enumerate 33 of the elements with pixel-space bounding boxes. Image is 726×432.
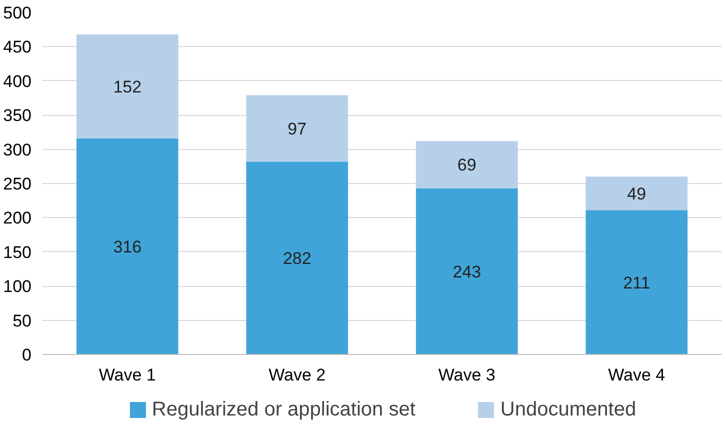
x-tick-label: Wave 3 [438,366,496,384]
data-label: 152 [113,77,142,96]
y-tick-label: 0 [22,346,32,364]
data-label: 211 [623,273,650,292]
bar [76,34,178,138]
bar [586,210,688,354]
y-tick-label: 50 [12,311,32,330]
bar [246,95,348,162]
data-label: 243 [452,262,482,282]
x-tick-label: Wave 2 [268,366,326,384]
legend-label: Undocumented [500,398,636,421]
data-label: 97 [288,119,307,138]
y-tick-label: 250 [3,174,32,194]
data-label: 316 [113,237,142,256]
bar [416,141,518,188]
data-label: 49 [627,184,646,204]
x-tick-label: Wave 1 [98,366,156,384]
bar [416,188,518,354]
x-tick-label: Wave 4 [608,366,666,384]
data-label: 282 [282,249,312,268]
y-tick-label: 450 [3,38,32,57]
y-tick-label: 400 [3,72,32,91]
legend-label: Regularized or application set [152,398,416,421]
y-tick-label: 350 [3,106,32,126]
data-label: 69 [457,156,476,175]
y-tick-label: 150 [3,242,32,262]
bar [586,176,688,210]
bar [246,162,348,354]
bar [76,138,178,354]
y-tick-label: 500 [3,4,32,22]
y-tick-label: 300 [3,140,32,160]
y-tick-label: 100 [3,277,32,296]
y-tick-label: 200 [3,208,32,228]
